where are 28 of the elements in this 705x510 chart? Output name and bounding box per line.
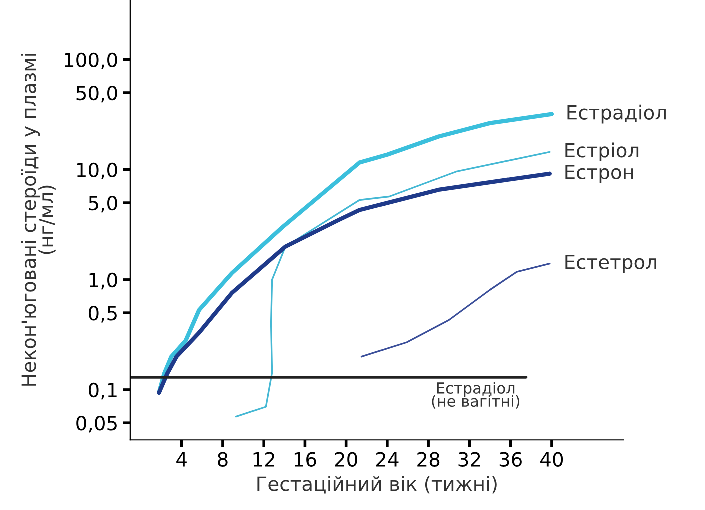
x-tick-label: 40 (540, 452, 564, 467)
x-tick-label: 24 (376, 452, 399, 467)
series-label: Естріол (566, 142, 639, 162)
y-tick-label: 1,0 (90, 272, 118, 290)
x-tick-label: 28 (418, 452, 440, 467)
x-tick-label: 32 (458, 452, 480, 467)
x-tick-label: 4 (176, 452, 187, 467)
y-axis-title: Некон'юговані стероїди у плазмі (нг/мл) (21, 54, 56, 386)
x-tick-label: 16 (294, 452, 316, 467)
series-label: Естетрол (566, 255, 656, 274)
y-tick-label: 5,0 (89, 196, 118, 213)
y-tick-label: 0,5 (88, 306, 117, 323)
series-label: Естрадіол (568, 104, 666, 124)
line-series (235, 151, 551, 418)
series-label: Естрон (566, 165, 634, 184)
x-axis-title: Гестаційний вік (тижні) (258, 476, 497, 494)
y-tick-label: 50,0 (76, 86, 118, 103)
line-series (157, 172, 552, 396)
y-tick-label: 0,1 (88, 382, 117, 400)
y-tick-label: 0,05 (76, 416, 117, 433)
x-tick-label: 8 (218, 452, 228, 467)
y-tick-label: 10,0 (77, 162, 118, 180)
x-tick-label: 12 (254, 452, 275, 467)
x-tick-label: 20 (335, 452, 358, 467)
annotation: Естрадіол (не вагітні) (432, 382, 520, 409)
y-tick-label: 100,0 (65, 52, 118, 70)
x-tick-label: 36 (500, 452, 522, 467)
line-series (360, 263, 551, 358)
